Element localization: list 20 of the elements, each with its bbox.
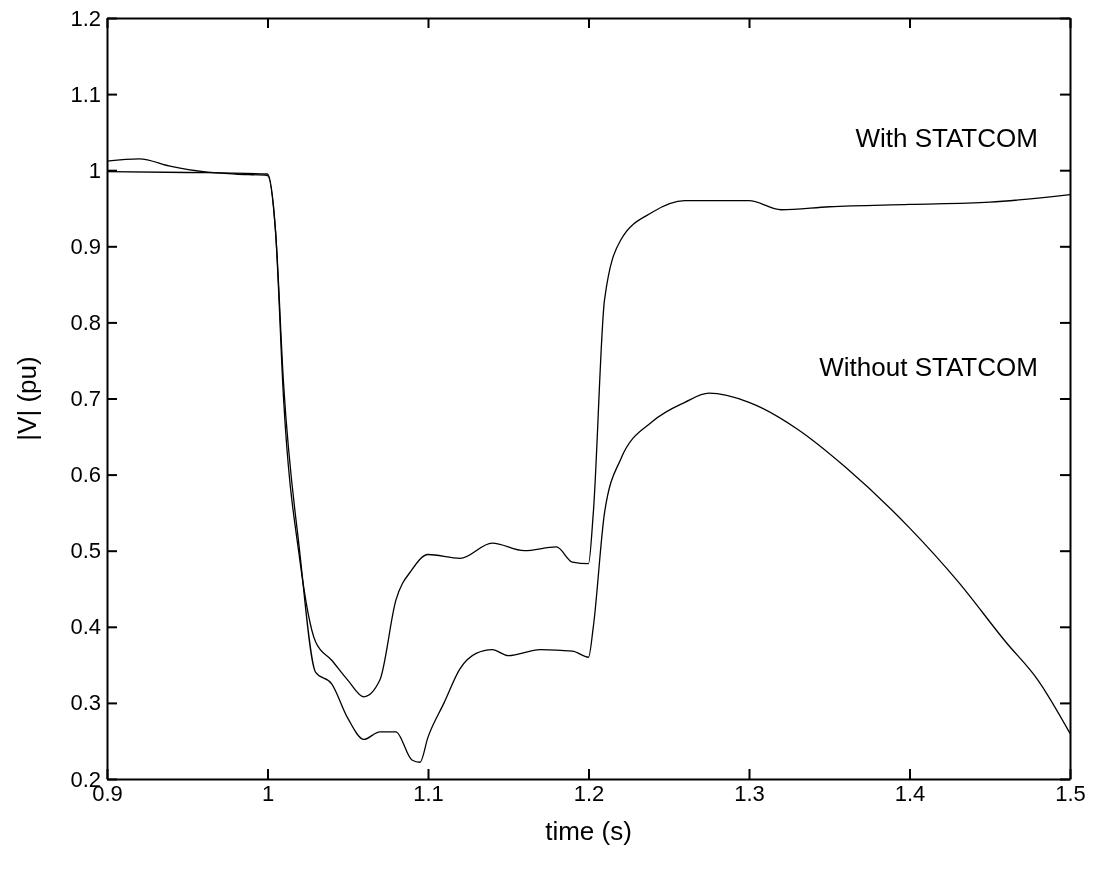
series-label: Without STATCOM <box>819 351 1038 382</box>
x-tick-label: 1 <box>261 780 275 806</box>
series-label: With STATCOM <box>855 123 1038 154</box>
y-tick-label: 1.1 <box>70 81 101 107</box>
y-tick-label: 0.4 <box>70 614 101 640</box>
x-tick-label: 1.1 <box>413 780 444 806</box>
y-tick-label: 0.3 <box>70 690 101 716</box>
y-tick-label: 1.2 <box>70 5 101 31</box>
y-axis-title: |V| (pu) <box>12 356 42 441</box>
y-tick-label: 0.8 <box>70 309 101 335</box>
x-axis-title: time (s) <box>545 816 632 846</box>
x-tick-label: 1.4 <box>894 780 926 806</box>
x-tick-label: 1.2 <box>573 780 605 806</box>
x-tick-label: 1.3 <box>734 780 765 806</box>
y-tick-label: 0.6 <box>70 462 101 488</box>
y-tick-label: 1 <box>88 157 101 183</box>
y-tick-label: 0.7 <box>70 386 101 412</box>
x-tick-label: 1.5 <box>1055 780 1086 806</box>
y-tick-label: 0.5 <box>70 538 101 564</box>
y-tick-label: 0.9 <box>70 233 101 259</box>
